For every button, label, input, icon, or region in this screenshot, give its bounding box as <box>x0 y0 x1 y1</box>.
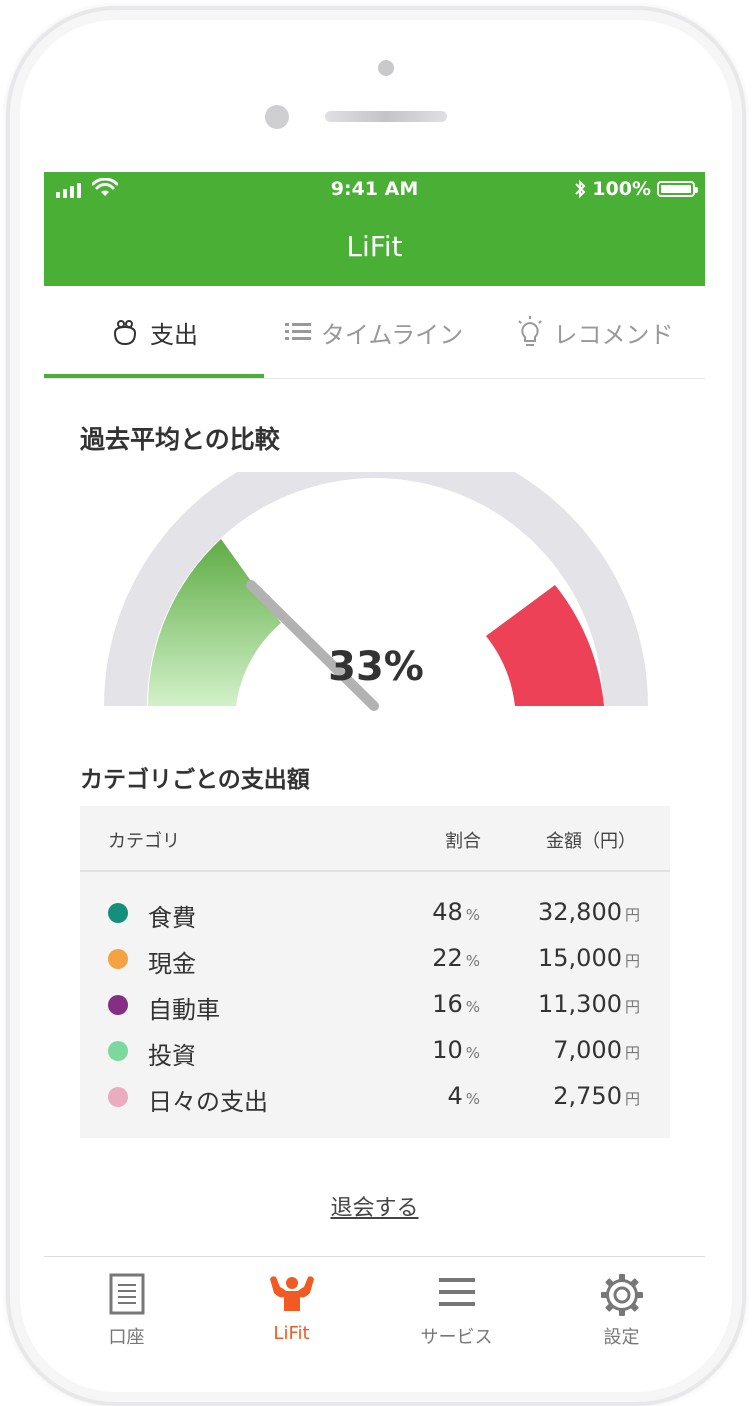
gauge-red-zone <box>486 585 604 706</box>
category-ratio: 4% <box>447 1082 480 1110</box>
signal-icon <box>56 182 81 198</box>
tab-recommend-label: レコメンド <box>553 320 674 349</box>
table-row: 日々の支出 4% 2,750 円 <box>80 1076 670 1122</box>
tab-active-indicator <box>44 374 264 378</box>
nav-item-service[interactable]: サービス <box>374 1257 539 1350</box>
battery-icon <box>657 181 698 197</box>
battery-status: 100% <box>574 178 698 200</box>
category-name: 日々の支出 <box>148 1088 268 1116</box>
table-row: 現金 22% 15,000 円 <box>80 938 670 984</box>
nav-label-account: 口座 <box>108 1327 145 1348</box>
category-color-dot <box>108 903 128 923</box>
category-name: 投資 <box>148 1042 196 1070</box>
nav-item-settings[interactable]: 設定 <box>539 1257 704 1350</box>
category-ratio: 48% <box>432 898 480 926</box>
category-ratio: 16% <box>432 990 480 1018</box>
earpiece-speaker <box>325 111 447 122</box>
table-row: 食費 48% 32,800 円 <box>80 892 670 938</box>
tab-spending-label: 支出 <box>150 320 198 349</box>
category-color-dot <box>108 949 128 969</box>
category-ratio: 10% <box>432 1036 480 1064</box>
category-ratio: 22% <box>432 944 480 972</box>
nav-item-lifit[interactable]: LiFit <box>209 1257 374 1350</box>
bluetooth-icon <box>575 179 586 199</box>
category-amount: 7,000 円 <box>553 1036 640 1064</box>
header-category: カテゴリ <box>108 831 180 852</box>
comparison-title: 過去平均との比較 <box>80 425 280 454</box>
table-header: カテゴリ 割合 金額（円） <box>80 806 670 872</box>
menu-icon <box>438 1278 475 1306</box>
header-ratio: 割合 <box>445 831 481 852</box>
app-title: LiFit <box>346 230 403 263</box>
tab-bar: 支出 タイムライン レコメンド <box>44 286 705 379</box>
spending-table: カテゴリ 割合 金額（円） 食費 48% 32,800 円 現金 22% 15,0… <box>80 806 670 1138</box>
gauge-green-zone <box>148 539 281 706</box>
category-amount: 15,000 円 <box>538 944 640 972</box>
nav-label-settings: 設定 <box>603 1327 640 1348</box>
category-name: 自動車 <box>148 996 220 1024</box>
header-amount: 金額（円） <box>546 831 636 852</box>
app-header: 9:41 AM 100% LiFit <box>44 172 705 286</box>
purse-icon <box>113 320 137 346</box>
nav-label-service: サービス <box>420 1327 493 1348</box>
battery-percent: 100% <box>592 178 651 200</box>
spending-title: カテゴリごとの支出額 <box>80 767 310 793</box>
muscle-icon <box>269 1276 314 1311</box>
table-row: 投資 10% 7,000 円 <box>80 1030 670 1076</box>
category-name: 現金 <box>148 950 196 978</box>
tab-spending[interactable]: 支出 <box>44 286 264 378</box>
category-color-dot <box>108 995 128 1015</box>
withdraw-link[interactable]: 退会する <box>330 1196 419 1221</box>
status-time: 9:41 AM <box>330 178 419 200</box>
tab-recommend[interactable]: レコメンド <box>484 286 705 378</box>
category-amount: 32,800 円 <box>538 898 640 926</box>
nav-item-account[interactable]: 口座 <box>44 1257 209 1350</box>
tab-timeline[interactable]: タイムライン <box>264 286 484 378</box>
app-screen: 9:41 AM 100% LiFit 支出 <box>44 172 705 1350</box>
bottom-nav: 口座 LiFit サービス <box>44 1256 705 1350</box>
gauge-needle <box>246 580 379 711</box>
category-amount: 2,750 円 <box>553 1082 640 1110</box>
comparison-gauge: 33% <box>104 472 648 711</box>
table-row: 自動車 16% 11,300 円 <box>80 984 670 1030</box>
front-camera <box>265 105 289 129</box>
gauge-value: 33% <box>328 644 424 690</box>
category-color-dot <box>108 1041 128 1061</box>
proximity-sensor <box>378 60 394 76</box>
tab-timeline-label: タイムライン <box>320 320 464 349</box>
category-amount: 11,300 円 <box>538 990 640 1018</box>
lightbulb-icon <box>517 316 542 346</box>
wifi-icon <box>92 178 118 196</box>
category-color-dot <box>108 1087 128 1107</box>
document-icon <box>109 1273 144 1315</box>
category-name: 食費 <box>148 904 196 932</box>
gear-icon <box>600 1274 643 1316</box>
list-icon <box>284 323 311 340</box>
nav-label-lifit: LiFit <box>273 1323 310 1344</box>
